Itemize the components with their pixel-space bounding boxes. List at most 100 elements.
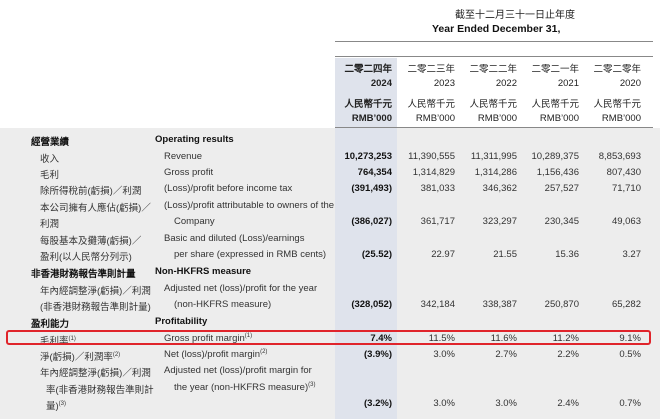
value-revenue-2022: 11,311,995 [470,151,517,162]
value-adj-npm-2022: 3.0% [495,398,517,409]
adj-net-zh-2: (非香港財務報告準則計量) [40,302,151,313]
value-adj-net-2024: (328,052) [351,299,392,310]
gross-profit-en: Gross profit [164,167,214,178]
value-pbt-2022: 346,362 [482,183,517,194]
npm-zh: 淨(虧損)／利潤率(2) [40,349,120,363]
value-attrib-2022: 323,297 [482,216,517,227]
col-2020-unit-zh: 人民幣千元 [593,99,641,110]
value-attrib-2023: 361,717 [420,216,455,227]
value-adj-net-2022: 338,387 [482,299,517,310]
attrib-en-1: (Loss)/profit attributable to owners of … [164,200,335,211]
eps-en-2: per share (expressed in RMB cents) [174,249,327,260]
gross-profit-zh: 毛利 [40,170,60,181]
pbt-en: (Loss)/profit before income tax [164,183,293,194]
npm-zh-note: (2) [112,351,121,358]
value-eps-2020: 3.27 [622,249,642,260]
adj-npm-zh-3-label: 量) [46,401,59,412]
value-pbt-2024: (391,493) [351,183,392,194]
value-revenue-2021: 10,289,375 [531,151,579,162]
highlight-column-2024-body [335,128,397,419]
adj-net-en-2: (non-HKFRS measure) [174,299,272,310]
attrib-zh-1: 本公司擁有人應佔(虧損)／ [40,203,151,214]
col-2023-zh: 二零二三年 [407,64,455,75]
highlight-box-gross-margin [6,330,651,345]
value-eps-2021: 15.36 [555,249,579,260]
value-gpm-2023: 11.5% [428,333,455,344]
value-adj-net-2021: 250,870 [544,299,579,310]
value-eps-2022: 21.55 [493,249,517,260]
npm-en-note: (2) [260,349,268,355]
revenue-zh: 收入 [40,154,60,165]
gpm-en-note: (1) [244,333,253,339]
adj-npm-zh-note: (3) [58,400,67,407]
value-adj-net-2023: 342,184 [420,299,455,310]
gpm-zh: 毛利率(1) [40,333,76,347]
eps-zh-2: 盈利(以人民幣分列示) [40,252,132,263]
value-npm-2022: 2.7% [495,349,517,360]
eps-en-1: Basic and diluted (Loss)/earnings [164,233,305,244]
value-npm-2020: 0.5% [619,349,641,360]
section-operating-en: Operating results [155,134,234,145]
npm-zh-label: 淨(虧損)／利潤率 [40,352,113,363]
col-2022-zh: 二零二二年 [469,64,517,75]
value-gross-profit-2024: 764,354 [357,167,392,178]
value-pbt-2020: 71,710 [611,183,641,194]
pbt-zh: 除所得稅前(虧損)／利潤 [40,186,142,197]
col-2024-unit-en: RMB’000 [351,113,392,124]
col-2024-year: 2024 [370,78,392,89]
adj-npm-en-2: the year (non-HKFRS measure)(3) [174,382,315,393]
value-gross-profit-2020: 807,430 [606,167,641,178]
gpm-en: Gross profit margin(1) [164,333,252,344]
section-profitability-zh: 盈利能力 [31,319,70,330]
col-2024-zh: 二零二四年 [344,64,392,75]
value-eps-2023: 22.97 [431,249,455,260]
value-revenue-2024: 10,273,253 [344,151,392,162]
value-revenue-2023: 11,390,555 [408,151,455,162]
section-profitability-en: Profitability [155,316,208,327]
value-pbt-2023: 381,033 [420,183,455,194]
adj-npm-zh-3: 量)(3) [46,398,66,412]
value-npm-2023: 3.0% [433,349,455,360]
npm-en-label: Net (loss)/profit margin [164,349,261,361]
value-attrib-2021: 230,345 [544,216,579,227]
col-2020-year: 2020 [619,78,641,89]
period-en: Year Ended December 31, [432,23,561,35]
col-2024-unit-zh: 人民幣千元 [344,99,392,110]
value-npm-2024: (3.9%) [364,349,392,360]
adj-net-en-1: Adjusted net (loss)/profit for the year [164,283,318,294]
value-gross-profit-2023: 1,314,829 [412,167,455,178]
col-2022-year: 2022 [495,78,517,89]
adj-npm-en-1: Adjusted net (loss)/profit margin for [164,365,312,376]
value-gross-profit-2022: 1,314,286 [474,167,517,178]
value-eps-2024: (25.52) [361,249,392,260]
period-zh: 截至十二月三十一日止年度 [455,10,575,21]
table-body-shading [0,128,660,419]
value-adj-npm-2020: 0.7% [619,398,641,409]
header-rule [335,41,653,42]
value-gross-profit-2021: 1,156,436 [536,167,579,178]
value-adj-npm-2021: 2.4% [557,398,579,409]
value-adj-npm-2023: 3.0% [433,398,455,409]
gpm-zh-label: 毛利率 [40,336,69,347]
value-gpm-2022: 11.6% [490,333,517,344]
gpm-en-label: Gross profit margin [164,333,245,345]
value-gpm-2024: 7.4% [370,333,392,344]
col-2023-year: 2023 [433,78,455,89]
adj-npm-zh-2: 率(非香港財務報告準則計 [46,385,154,396]
col-2021-unit-en: RMB’000 [539,113,579,124]
value-npm-2021: 2.2% [557,349,579,360]
col-2021-zh: 二零二一年 [531,64,579,75]
revenue-en: Revenue [164,151,203,162]
col-2023-unit-en: RMB’000 [415,113,455,124]
value-adj-npm-2024: (3.2%) [364,398,392,409]
value-gpm-2021: 11.2% [552,333,579,344]
adj-npm-en-note: (3) [308,382,316,388]
value-attrib-2024: (386,027) [351,216,392,227]
gpm-zh-note: (1) [68,335,76,342]
value-attrib-2020: 49,063 [611,216,641,227]
attrib-zh-2: 利潤 [40,219,60,230]
npm-en: Net (loss)/profit margin(2) [164,349,267,360]
adj-npm-en-2-label: the year (non-HKFRS measure) [174,382,309,394]
col-2021-year: 2021 [557,78,579,89]
value-adj-net-2020: 65,282 [611,299,641,310]
